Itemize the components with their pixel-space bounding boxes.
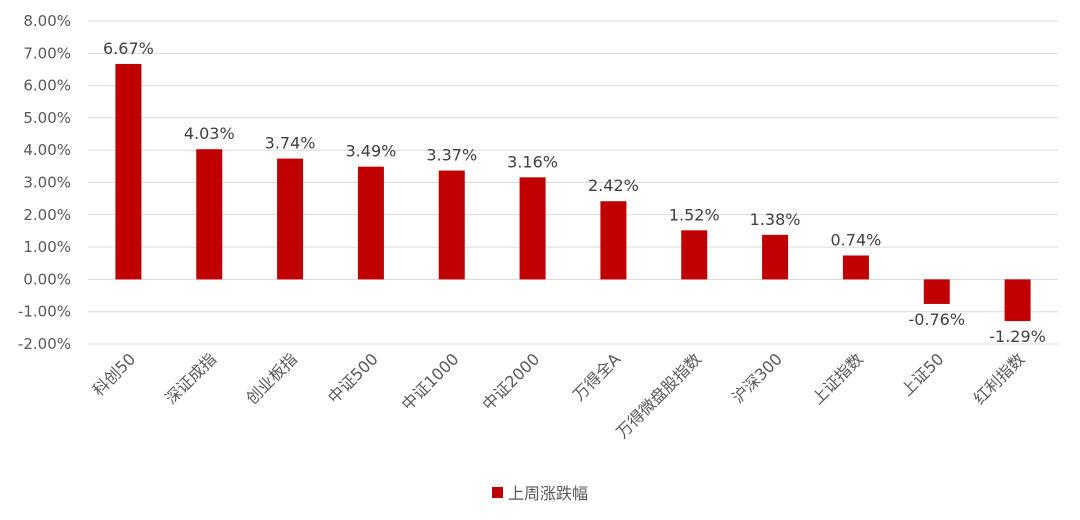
bar <box>277 158 304 280</box>
data-label: 0.74% <box>831 230 882 249</box>
y-tick-label: 6.00% <box>23 77 71 95</box>
category-label: 上证50 <box>897 349 947 399</box>
y-tick-label: 3.00% <box>23 174 71 192</box>
category-label: 科创50 <box>89 349 139 399</box>
y-tick-label: 0.00% <box>23 270 71 288</box>
y-tick-label: -2.00% <box>18 335 71 353</box>
category-label: 创业板指 <box>242 349 301 408</box>
y-tick-label: 2.00% <box>23 206 71 224</box>
category-label: 中证2000 <box>479 349 544 414</box>
bar <box>438 170 465 280</box>
data-label: 3.49% <box>346 142 397 161</box>
legend-swatch <box>491 486 503 498</box>
y-tick-label: 1.00% <box>23 238 71 256</box>
category-label: 沪深300 <box>728 349 786 407</box>
category-label: 中证500 <box>324 349 382 407</box>
category-label: 上证指数 <box>808 349 867 408</box>
bar <box>762 234 789 280</box>
data-label: 2.42% <box>588 176 639 195</box>
y-tick-label: 8.00% <box>23 12 71 30</box>
bar <box>519 177 546 280</box>
y-tick-label: 5.00% <box>23 109 71 127</box>
data-label: -0.76% <box>908 310 965 329</box>
bar <box>115 63 142 280</box>
data-label: 6.67% <box>103 39 154 58</box>
category-label: 万得全A <box>569 349 624 404</box>
data-label: 1.52% <box>669 205 720 224</box>
category-label: 万得微盘股指数 <box>612 349 705 442</box>
data-label: 4.03% <box>184 124 235 143</box>
bar <box>600 201 627 280</box>
category-label: 红利指数 <box>970 349 1029 408</box>
legend-label: 上周涨跌幅 <box>507 484 588 503</box>
data-label: 3.74% <box>265 134 316 153</box>
data-label: -1.29% <box>989 327 1046 346</box>
bar <box>681 230 708 280</box>
y-tick-label: 7.00% <box>23 44 71 62</box>
data-label: 3.16% <box>507 152 558 171</box>
bar-chart: 8.00% 7.00% 6.00% 5.00% 4.00% 3.00% 2.00% 1.00%… <box>18 12 1058 442</box>
y-tick-label: -1.00% <box>18 303 71 321</box>
bar <box>196 149 223 280</box>
category-label: 中证1000 <box>398 349 463 414</box>
category-label: 深证成指 <box>161 349 220 408</box>
bar <box>1004 279 1031 322</box>
bar <box>923 279 950 304</box>
bar <box>357 166 384 280</box>
data-label: 1.38% <box>750 210 801 229</box>
data-label: 3.37% <box>426 146 477 165</box>
legend: 上周涨跌幅 <box>0 480 1080 504</box>
bar <box>842 255 869 280</box>
y-tick-label: 4.00% <box>23 141 71 159</box>
